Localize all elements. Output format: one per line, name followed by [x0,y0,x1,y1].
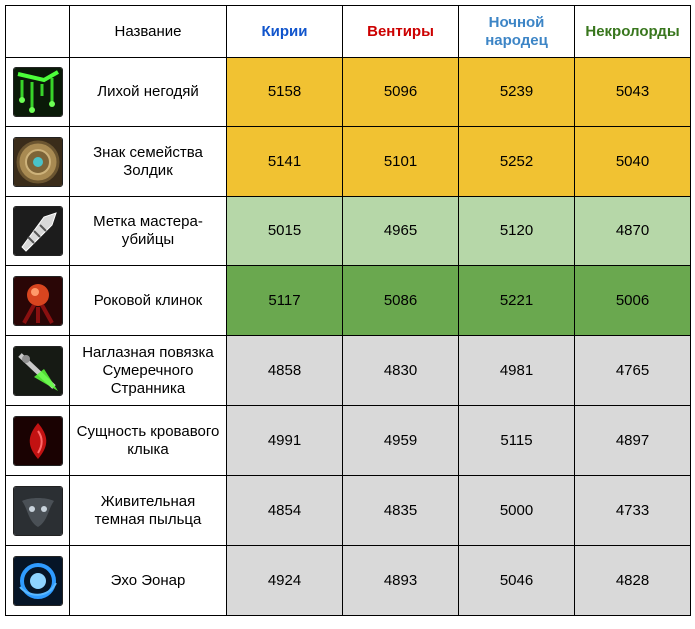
value-cell: 4858 [226,335,343,406]
table-row: Эхо Эонар 4924 4893 5046 4828 [5,545,691,616]
value-cell: 4991 [226,405,343,476]
value-cell: 4830 [342,335,459,406]
value-cell: 4924 [226,545,343,616]
green-blade-icon [12,345,63,396]
value-cell: 5040 [574,126,691,197]
value-cell: 4835 [342,475,459,546]
header-row: Название Кирии Вентиры Ночной народец Не… [5,5,691,58]
blood-fang-icon [12,415,63,466]
table-row: Роковой клинок 5117 5086 5221 5006 [5,265,691,336]
value-cell: 4765 [574,335,691,406]
silver-dagger-icon [12,206,63,256]
value-cell: 5221 [458,265,575,336]
trinket-table: Название Кирии Вентиры Ночной народец Не… [5,5,691,616]
blue-swirl-icon [12,555,63,606]
item-name: Метка мастера-убийцы [69,196,227,266]
value-cell: 5000 [458,475,575,546]
column-header-night-fae: Ночной народец [458,5,575,58]
value-cell: 5117 [226,265,343,336]
item-name: Наглазная повязка Сумеречного Странника [69,335,227,406]
value-cell: 4897 [574,405,691,476]
table-row: Знак семейства Золдик 5141 5101 5252 504… [5,126,691,197]
table-row: Наглазная повязка Сумеречного Странника … [5,335,691,406]
value-cell: 4965 [342,196,459,266]
dark-pollen-icon [12,485,63,536]
value-cell: 5158 [226,57,343,127]
table-row: Живительная темная пыльца 4854 4835 5000… [5,475,691,546]
red-orb-blade-icon [12,275,63,326]
value-cell: 5043 [574,57,691,127]
item-name: Эхо Эонар [69,545,227,616]
value-cell: 5101 [342,126,459,197]
value-cell: 5086 [342,265,459,336]
table-row: Сущность кровавого клыка 4991 4959 5115 … [5,405,691,476]
green-slime-icon [12,67,63,117]
item-name: Сущность кровавого клыка [69,405,227,476]
value-cell: 5006 [574,265,691,336]
item-name: Знак семейства Золдик [69,126,227,197]
value-cell: 5046 [458,545,575,616]
column-header-necrolord: Некролорды [574,5,691,58]
column-header-kyrian: Кирии [226,5,343,58]
value-cell: 4828 [574,545,691,616]
value-cell: 5015 [226,196,343,266]
value-cell: 5239 [458,57,575,127]
icon-header [5,5,70,58]
bronze-medallion-icon [12,136,63,187]
table-row: Лихой негодяй 5158 5096 5239 5043 [5,57,691,127]
value-cell: 5120 [458,196,575,266]
item-name: Лихой негодяй [69,57,227,127]
table-row: Метка мастера-убийцы 5015 4965 5120 4870 [5,196,691,266]
value-cell: 4981 [458,335,575,406]
value-cell: 4893 [342,545,459,616]
name-header: Название [69,5,227,58]
value-cell: 4870 [574,196,691,266]
item-name: Живительная темная пыльца [69,475,227,546]
value-cell: 4733 [574,475,691,546]
value-cell: 4854 [226,475,343,546]
value-cell: 5252 [458,126,575,197]
value-cell: 4959 [342,405,459,476]
value-cell: 5141 [226,126,343,197]
value-cell: 5115 [458,405,575,476]
column-header-venthyr: Вентиры [342,5,459,58]
item-name: Роковой клинок [69,265,227,336]
value-cell: 5096 [342,57,459,127]
